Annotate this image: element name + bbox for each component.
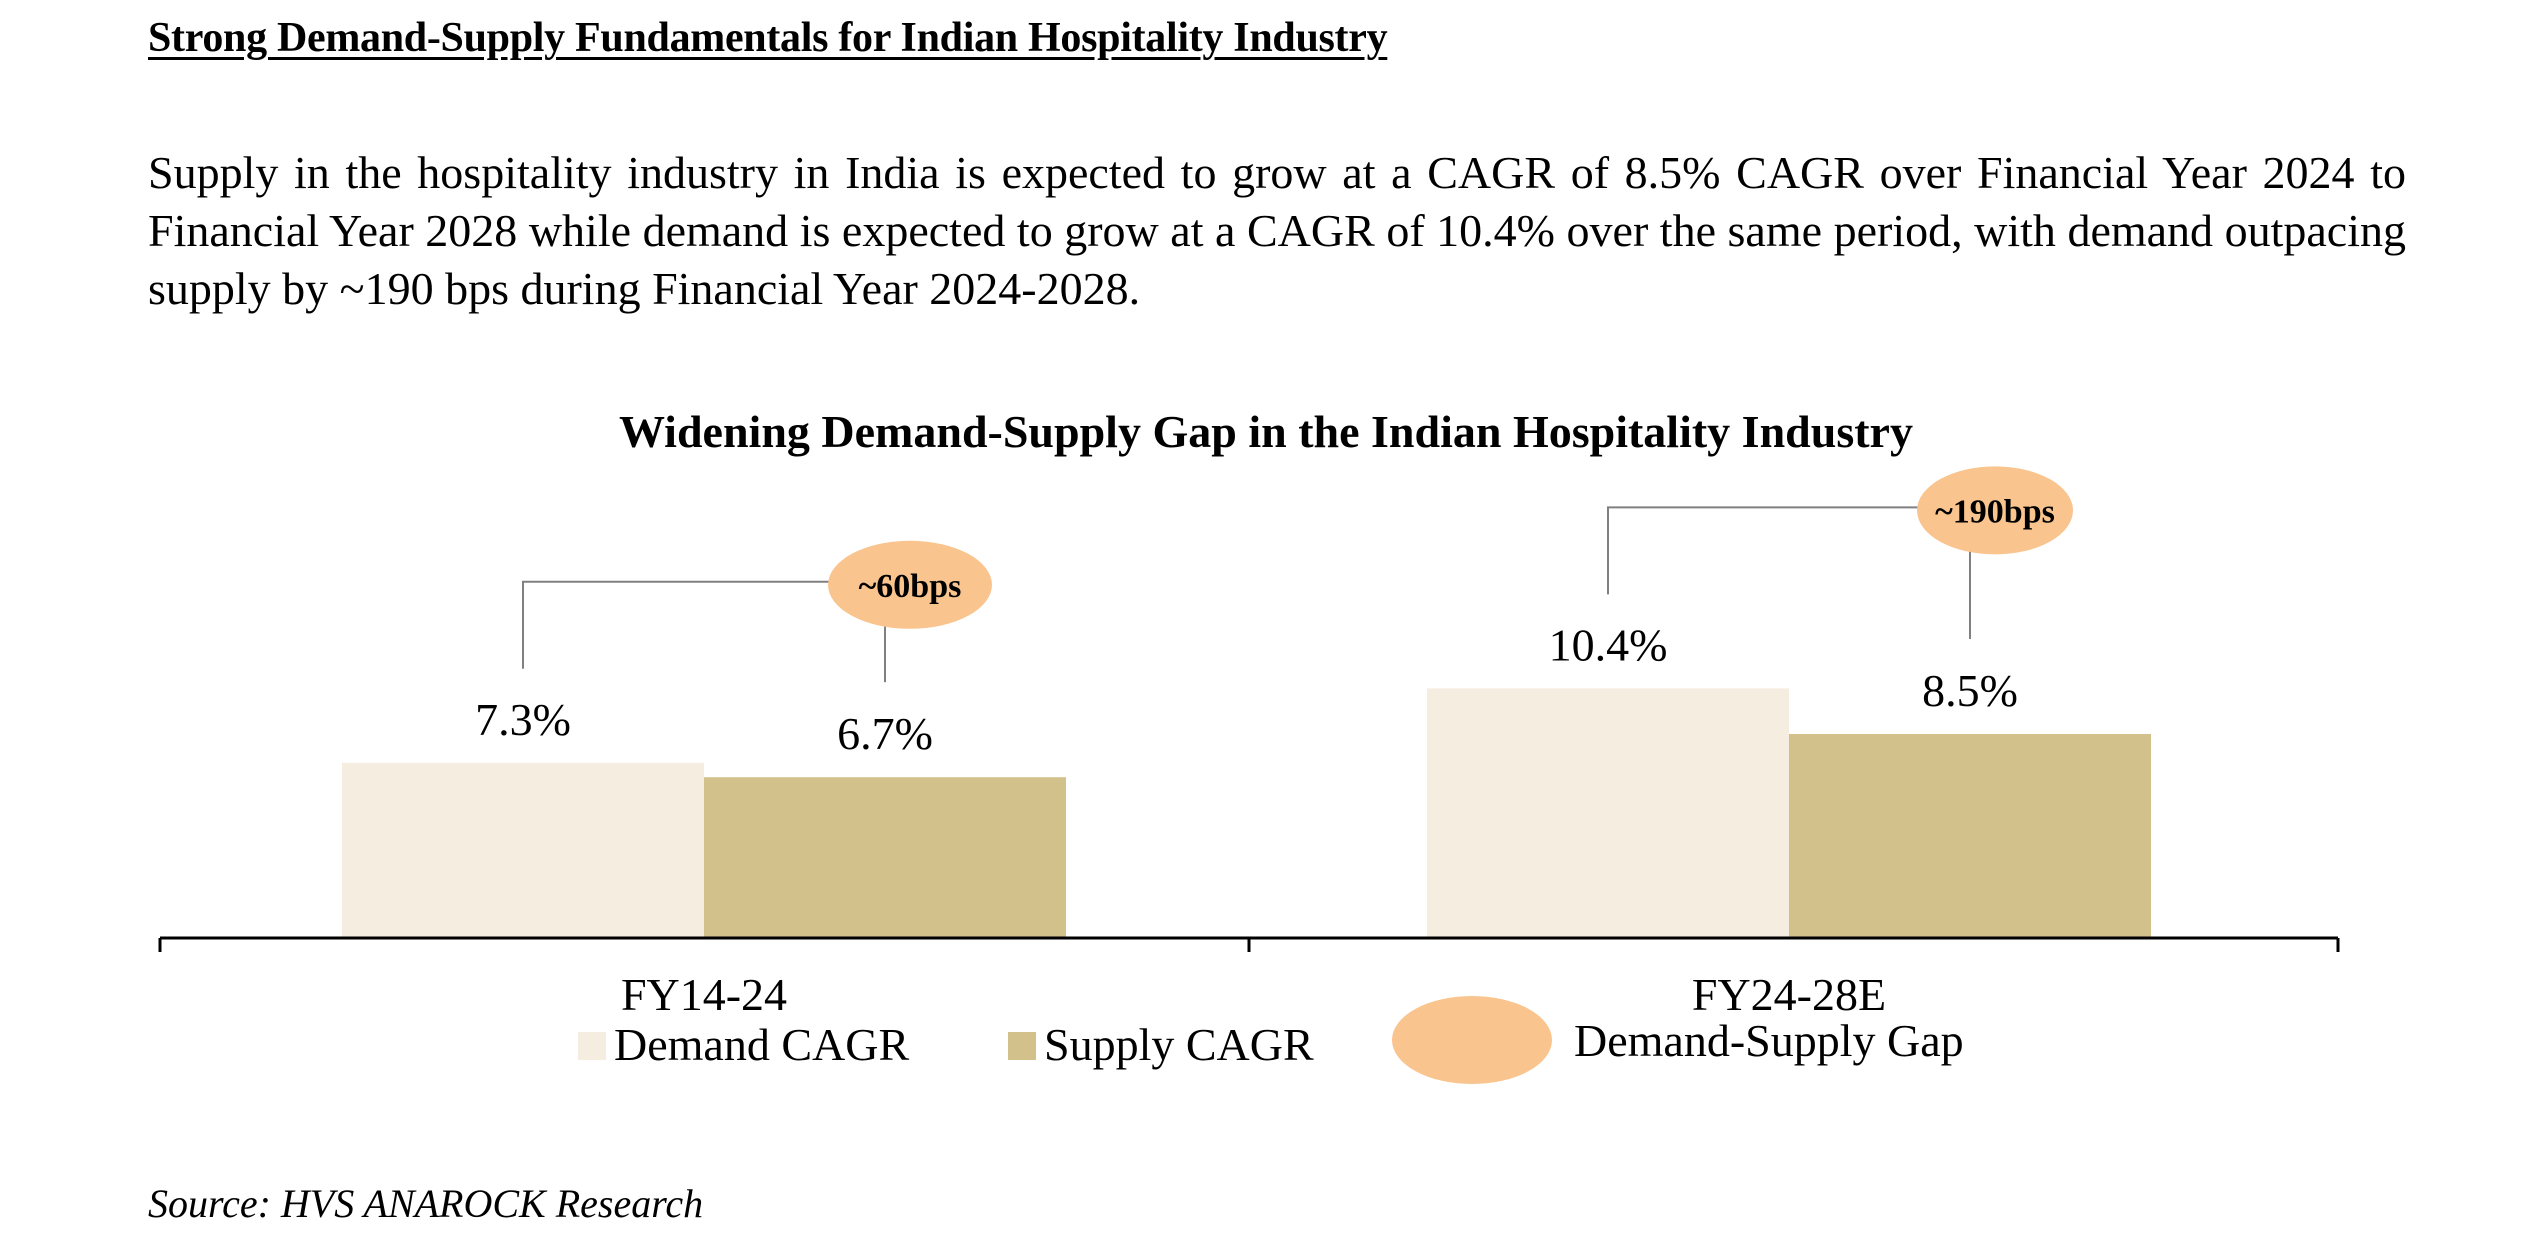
chart-legend: Demand CAGR Supply CAGR Demand-Supply Gap [578,996,1964,1084]
plot-area: 7.3% 6.7% 10.4% 8.5% FY14-24 FY24-28E ~60bps ~1… [158,466,2340,1020]
gap-annotation: ~60bps [522,540,992,683]
gap-bubble [828,540,992,629]
bar-demand-cagr-1 [1427,688,1789,938]
bar-demand-cagr-0 [342,762,704,938]
page-heading: Strong Demand-Supply Fundamentals for In… [148,15,1388,61]
legend-label: Demand CAGR [614,1019,909,1070]
legend-item: Demand CAGR [578,1019,909,1070]
legend-item: Demand-Supply Gap [1392,996,1964,1084]
x-tick-label: FY24-28E [1692,969,1886,1020]
intro-paragraph: Supply in the hospitality industry in In… [148,147,2406,314]
gap-connector [1607,506,1970,595]
legend-label: Supply CAGR [1044,1019,1314,1070]
gap-label: ~190bps [1935,493,2055,530]
bar-supply-cagr-0 [704,777,1066,938]
bar-supply-cagr-1 [1789,734,2151,938]
legend-item: Supply CAGR [1008,1019,1314,1070]
demand-supply-chart: Widening Demand-Supply Gap in the Indian… [158,406,2340,1084]
x-tick-label: FY14-24 [621,969,787,1020]
chart-title: Widening Demand-Supply Gap in the Indian… [619,406,1913,457]
source-note: Source: HVS ANAROCK Research [148,1181,704,1226]
data-label: 6.7% [837,708,933,759]
legend-swatch [1008,1032,1036,1060]
data-label: 7.3% [475,694,571,745]
data-label: 8.5% [1922,665,2018,716]
gap-label: ~60bps [859,568,962,605]
gap-bubble [1917,466,2073,555]
data-label: 10.4% [1549,619,1668,670]
gap-annotation: ~190bps [1607,466,2073,639]
legend-swatch [1392,996,1552,1084]
gap-connector [522,580,885,669]
legend-label: Demand-Supply Gap [1574,1015,1964,1066]
legend-swatch [578,1032,606,1060]
